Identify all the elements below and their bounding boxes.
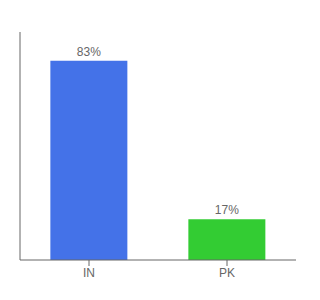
svg-text:PK: PK bbox=[219, 266, 235, 280]
svg-text:IN: IN bbox=[83, 266, 95, 280]
svg-text:83%: 83% bbox=[77, 45, 101, 59]
svg-text:17%: 17% bbox=[215, 203, 239, 217]
